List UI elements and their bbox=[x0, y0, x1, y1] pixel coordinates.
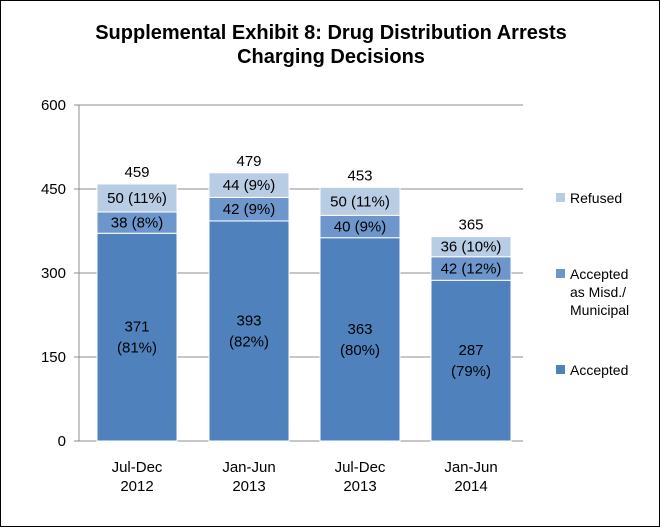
data-label: 44 (9%) bbox=[223, 177, 276, 194]
bar-segment bbox=[430, 279, 512, 442]
bar-segment bbox=[208, 220, 290, 442]
legend-swatch bbox=[556, 365, 565, 374]
total-label: 479 bbox=[236, 153, 261, 170]
chart-title-line: Charging Decisions bbox=[237, 46, 425, 68]
legend-label: Accepted bbox=[570, 266, 628, 282]
total-label: 365 bbox=[458, 217, 483, 234]
data-label: 40 (9%) bbox=[334, 219, 387, 236]
data-label: 36 (10%) bbox=[441, 239, 502, 256]
data-label: (80%) bbox=[340, 342, 380, 359]
y-tick-label: 600 bbox=[41, 97, 66, 114]
chart-title-line: Supplemental Exhibit 8: Drug Distributio… bbox=[95, 22, 567, 44]
bar-segment bbox=[96, 232, 178, 442]
bar-segment bbox=[319, 237, 401, 442]
data-label: (82%) bbox=[229, 333, 269, 350]
total-label: 459 bbox=[124, 164, 149, 181]
legend-swatch bbox=[556, 193, 565, 202]
data-label: 287 bbox=[458, 342, 483, 359]
y-tick-label: 150 bbox=[41, 349, 66, 366]
legend-label: Refused bbox=[570, 190, 622, 206]
data-label: 393 bbox=[236, 312, 261, 329]
x-tick-label: 2014 bbox=[454, 478, 487, 495]
data-label: (79%) bbox=[451, 363, 491, 380]
y-tick-label: 300 bbox=[41, 265, 66, 282]
data-label: 42 (9%) bbox=[223, 201, 276, 218]
data-label: 50 (11%) bbox=[330, 193, 390, 210]
x-tick-label: Jan-Jun bbox=[444, 459, 497, 476]
data-label: 42 (12%) bbox=[441, 261, 502, 278]
data-label: 371 bbox=[124, 319, 149, 336]
x-tick-label: Jan-Jun bbox=[222, 459, 275, 476]
y-tick-label: 0 bbox=[58, 433, 66, 450]
data-label: 50 (11%) bbox=[107, 190, 167, 207]
legend-swatch bbox=[556, 269, 565, 278]
legend-label: as Misd./ bbox=[570, 284, 626, 300]
legend-label: Municipal bbox=[570, 302, 629, 318]
x-tick-label: 2013 bbox=[232, 478, 265, 495]
x-tick-label: 2013 bbox=[343, 478, 376, 495]
data-label: 363 bbox=[347, 321, 372, 338]
x-tick-label: 2012 bbox=[120, 478, 153, 495]
data-label: (81%) bbox=[117, 340, 157, 357]
x-tick-label: Jul-Dec bbox=[335, 459, 386, 476]
bar-segment bbox=[430, 236, 512, 258]
bar-segment bbox=[208, 172, 290, 198]
total-label: 453 bbox=[347, 167, 372, 184]
bar-segment bbox=[96, 183, 178, 213]
data-label: 38 (8%) bbox=[111, 215, 164, 232]
bar-segment bbox=[319, 186, 401, 216]
legend-label: Accepted bbox=[570, 362, 628, 378]
y-tick-label: 450 bbox=[41, 181, 66, 198]
x-tick-label: Jul-Dec bbox=[112, 459, 163, 476]
